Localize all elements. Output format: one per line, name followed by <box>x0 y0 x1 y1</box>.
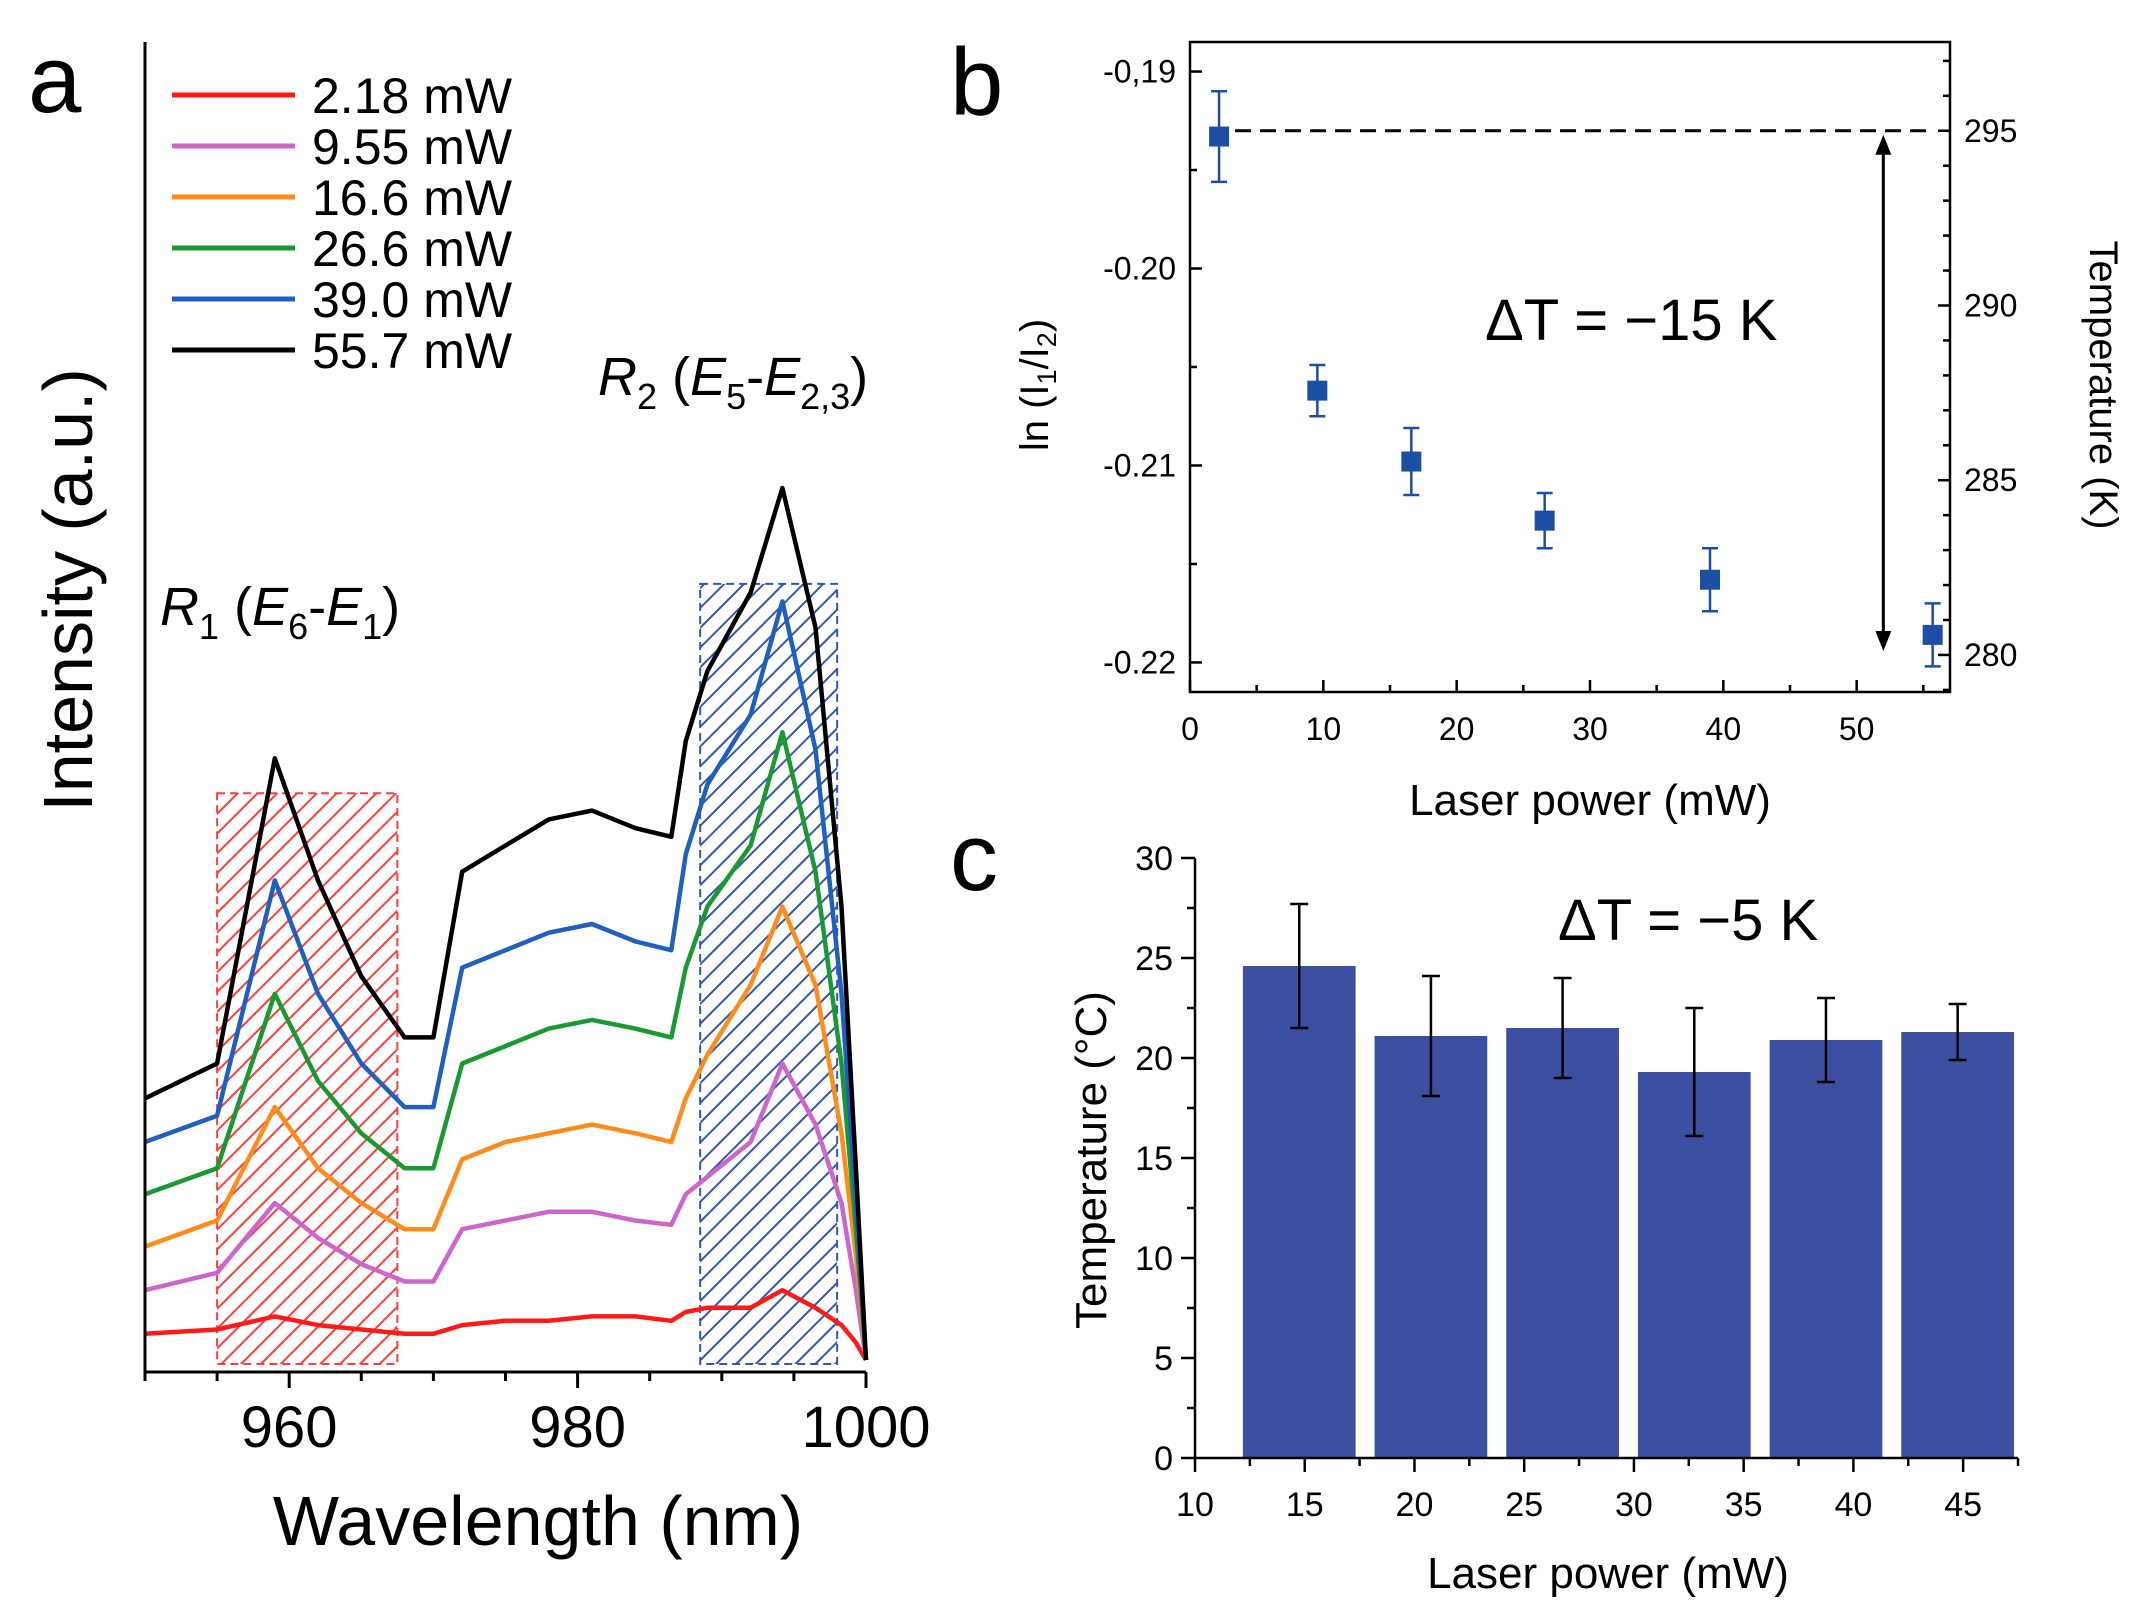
panel-c-annotation: ΔT = −5 K <box>1558 888 1818 953</box>
legend-label-3: 26.6 mW <box>312 221 513 277</box>
c-y-tick-label: 25 <box>1135 940 1173 978</box>
c-x-tick-label: 25 <box>1505 1486 1543 1524</box>
series-line-3 <box>144 729 869 1361</box>
panel-a: a R1 (E6-E1) R2 (E5-E2,3) 960 980 1000 2.1… <box>28 26 931 1560</box>
c-bar-2 <box>1506 1028 1619 1458</box>
b-data-point <box>1307 380 1328 401</box>
panel-c-xlabel: Laser power (mW) <box>1427 1549 1789 1598</box>
spectra-series <box>144 485 869 1362</box>
b-y2-tick-label: 285 <box>1964 462 2017 498</box>
region-r2-box <box>699 582 839 1365</box>
panel-b-axes: 0 10 20 30 40 50 -0,19 -0.20 -0.21 -0.22 280 285 290… <box>1103 40 2017 747</box>
c-y-tick-label: 30 <box>1135 840 1173 878</box>
b-data-point <box>1922 624 1943 645</box>
region-r2-label: R2 (E5-E2,3) <box>598 347 868 417</box>
c-bar-4 <box>1769 1040 1883 1458</box>
legend-label-0: 2.18 mW <box>312 68 513 124</box>
c-bar-0 <box>1242 966 1356 1458</box>
b-data-point <box>1401 451 1422 472</box>
c-bar-1 <box>1374 1036 1488 1458</box>
panel-b-xlabel: Laser power (mW) <box>1409 776 1771 825</box>
region-r1-label: R1 (E6-E1) <box>160 577 400 647</box>
spectral-regions <box>216 582 839 1365</box>
panel-c-bars <box>1242 902 2014 1458</box>
panel-b-ylabel: ln (I1/I2) <box>1013 319 1062 451</box>
b-arrow-head-bottom <box>1875 630 1892 651</box>
panel-b-y2label: Temperature (K) <box>2081 241 2125 530</box>
panel-b-marks <box>1209 89 1943 668</box>
panel-a-xlabel: Wavelength (nm) <box>273 1482 803 1560</box>
legend-label-1: 9.55 mW <box>312 119 513 175</box>
b-y2-tick-label: 295 <box>1964 113 2017 149</box>
series-line-1 <box>144 1061 869 1361</box>
a-x-tick-label: 980 <box>529 1395 626 1460</box>
panel-c-ylabel: Temperature (°C) <box>1067 991 1116 1329</box>
b-data-point <box>1700 569 1720 590</box>
panel-b: b 0 10 20 30 40 50 -0,19 -0.20 -0.21 -0.22 280 285 2… <box>950 29 2125 825</box>
b-x-tick-label: 20 <box>1439 711 1475 747</box>
a-x-tick-label: 960 <box>241 1395 338 1460</box>
c-x-tick-label: 15 <box>1286 1486 1324 1524</box>
b-y-tick-label: -0.22 <box>1103 644 1176 680</box>
b-y2-tick-label: 280 <box>1964 637 2017 673</box>
b-x-tick-label: 0 <box>1181 711 1199 747</box>
b-y-tick-label: -0.20 <box>1103 251 1176 287</box>
region-r1-box <box>216 792 399 1365</box>
c-x-tick-label: 35 <box>1725 1486 1763 1524</box>
b-x-tick-label: 30 <box>1572 711 1608 747</box>
c-x-tick-label: 20 <box>1396 1486 1434 1524</box>
panel-b-label: b <box>950 29 1003 136</box>
b-y-tick-label: -0.21 <box>1103 447 1176 483</box>
c-x-tick-label: 30 <box>1615 1486 1653 1524</box>
c-x-tick-label: 40 <box>1834 1486 1872 1524</box>
a-x-tick-label: 1000 <box>801 1395 930 1460</box>
series-line-2 <box>144 904 869 1361</box>
b-x-tick-label: 40 <box>1706 711 1742 747</box>
b-y2-tick-label: 290 <box>1964 287 2017 323</box>
panel-c-label: c <box>950 804 998 911</box>
legend-label-5: 55.7 mW <box>312 323 513 379</box>
b-y-tick-label: -0,19 <box>1103 54 1176 90</box>
series-line-0 <box>144 1287 868 1362</box>
series-line-5 <box>144 485 869 1361</box>
legend-label-4: 39.0 mW <box>312 272 513 328</box>
panel-a-label: a <box>28 26 82 133</box>
c-x-tick-label: 45 <box>1944 1486 1982 1524</box>
panel-c: c 10 15 20 25 30 35 40 45 0 5 10 15 20 25 30 ΔT = −5 K… <box>950 804 2020 1598</box>
c-y-tick-label: 5 <box>1154 1340 1173 1378</box>
b-x-tick-label: 50 <box>1839 711 1875 747</box>
b-frame <box>1188 40 1952 694</box>
b-arrow-head-top <box>1875 134 1892 155</box>
c-y-tick-label: 0 <box>1154 1440 1173 1478</box>
panel-a-axes: 960 980 1000 <box>143 42 931 1460</box>
region-labels: R1 (E6-E1) R2 (E5-E2,3) <box>160 347 868 647</box>
b-data-point <box>1534 510 1555 531</box>
c-bar-5 <box>1901 1032 2014 1458</box>
legend-label-2: 16.6 mW <box>312 170 513 226</box>
c-y-tick-label: 15 <box>1135 1140 1173 1178</box>
c-y-tick-label: 10 <box>1135 1240 1173 1278</box>
panel-b-annotation: ΔT = −15 K <box>1485 288 1778 353</box>
panel-a-ylabel: Intensity (a.u.) <box>29 368 107 812</box>
c-x-tick-label: 10 <box>1176 1486 1214 1524</box>
c-y-tick-label: 20 <box>1135 1040 1173 1078</box>
b-data-point <box>1209 126 1230 147</box>
panel-c-axes: 10 15 20 25 30 35 40 45 0 5 10 15 20 25 30 <box>1135 840 2020 1524</box>
series-line-4 <box>144 599 869 1361</box>
b-x-tick-label: 10 <box>1306 711 1342 747</box>
